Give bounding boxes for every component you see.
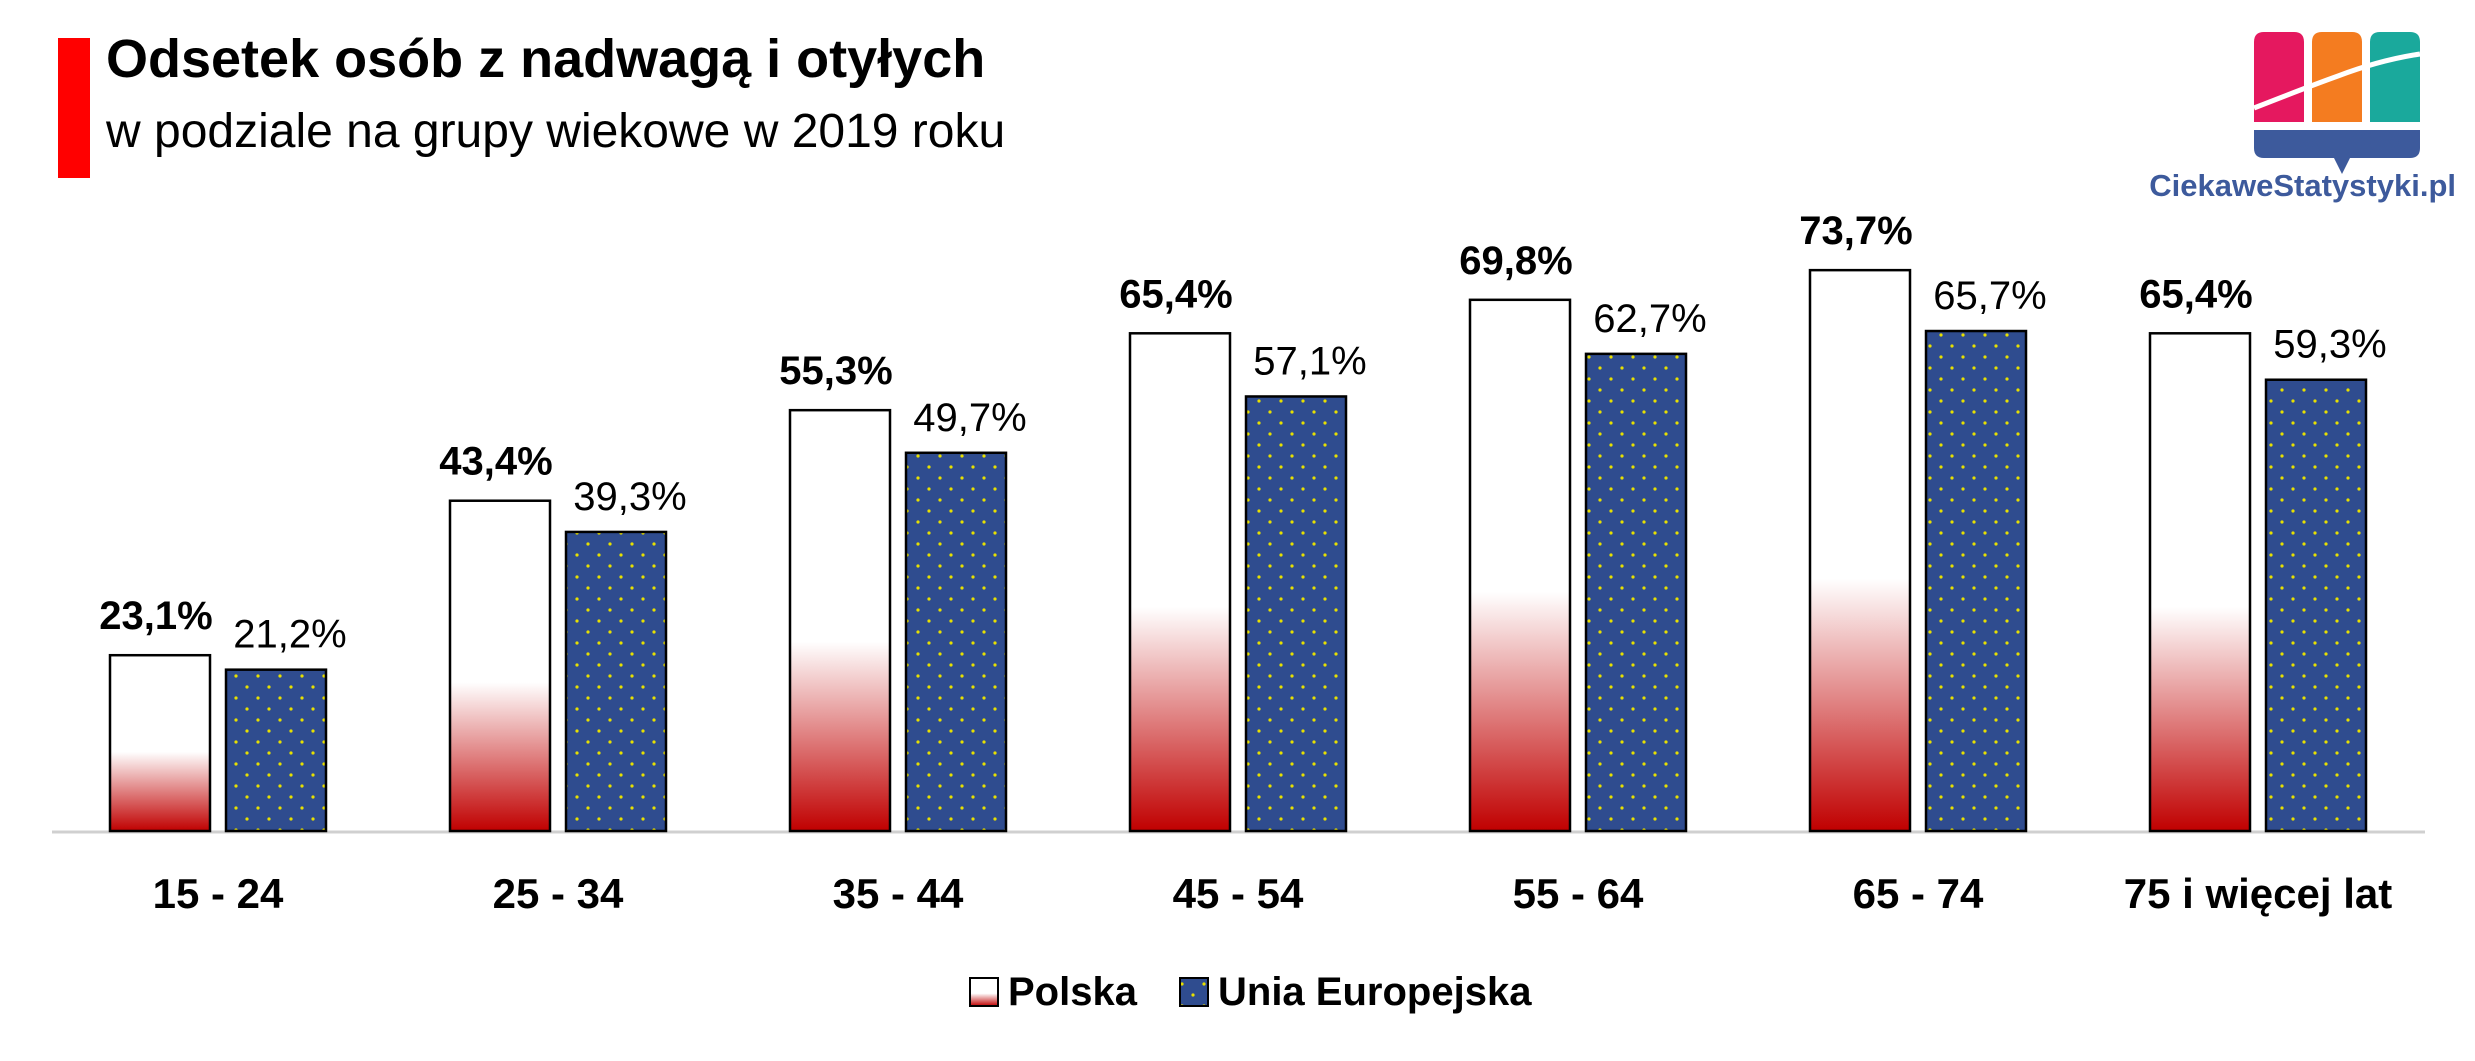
data-label-ue-3: 49,7%: [913, 396, 1026, 440]
category-label-5: 55 - 64: [1513, 870, 1644, 917]
legend-label-polska: Polska: [1008, 970, 1138, 1014]
bar-ue-4: [1244, 395, 1348, 833]
bar-polska-5: [1468, 298, 1572, 833]
data-label-polska-4: 65,4%: [1119, 272, 1232, 316]
legend-swatch-unia-europejska: [1179, 977, 1209, 1007]
bar-ue-5: [1584, 352, 1688, 833]
bar-ue-3: [904, 451, 1008, 833]
brand-logo-icon: [2253, 32, 2421, 174]
data-label-polska-5: 69,8%: [1459, 239, 1572, 283]
data-label-polska-3: 55,3%: [779, 349, 892, 393]
category-label-2: 25 - 34: [493, 870, 624, 917]
legend-label-unia-europejska: Unia Europejska: [1218, 970, 1532, 1014]
bar-polska-2: [448, 499, 552, 833]
chart-legend: Polska Unia Europejska: [969, 970, 1532, 1014]
data-label-polska-2: 43,4%: [439, 440, 552, 484]
bar-ue-6: [1924, 329, 2028, 833]
bar-ue-7: [2264, 378, 2368, 833]
bar-polska-4: [1128, 332, 1232, 833]
category-label-1: 15 - 24: [153, 870, 284, 917]
bar-polska-7: [2148, 332, 2252, 833]
data-label-polska-7: 65,4%: [2139, 272, 2252, 316]
brand-name: CiekaweStatystyki.pl: [2149, 168, 2456, 203]
data-label-polska-1: 23,1%: [99, 594, 212, 638]
data-label-ue-4: 57,1%: [1253, 339, 1366, 383]
chart-subtitle: w podziale na grupy wiekowe w 2019 roku: [106, 105, 1006, 158]
data-label-polska-6: 73,7%: [1799, 209, 1912, 253]
title-accent-bar: [58, 38, 90, 178]
category-label-4: 45 - 54: [1173, 870, 1304, 917]
data-label-ue-2: 39,3%: [573, 475, 686, 519]
bar-polska-6: [1808, 268, 1912, 833]
chart-title: Odsetek osób z nadwagą i otyłych: [106, 29, 986, 89]
bar-polska-1: [108, 653, 212, 833]
category-label-6: 65 - 74: [1853, 870, 1984, 917]
data-label-ue-7: 59,3%: [2273, 323, 2386, 367]
bar-polska-3: [788, 408, 892, 833]
bar-ue-1: [224, 668, 328, 833]
category-label-3: 35 - 44: [833, 870, 964, 917]
legend-swatch-polska: [969, 977, 999, 1007]
bar-ue-2: [564, 530, 668, 833]
data-label-ue-5: 62,7%: [1593, 297, 1706, 341]
category-label-7: 75 i więcej lat: [2124, 870, 2393, 917]
data-label-ue-1: 21,2%: [233, 613, 346, 657]
data-label-ue-6: 65,7%: [1933, 274, 2046, 318]
